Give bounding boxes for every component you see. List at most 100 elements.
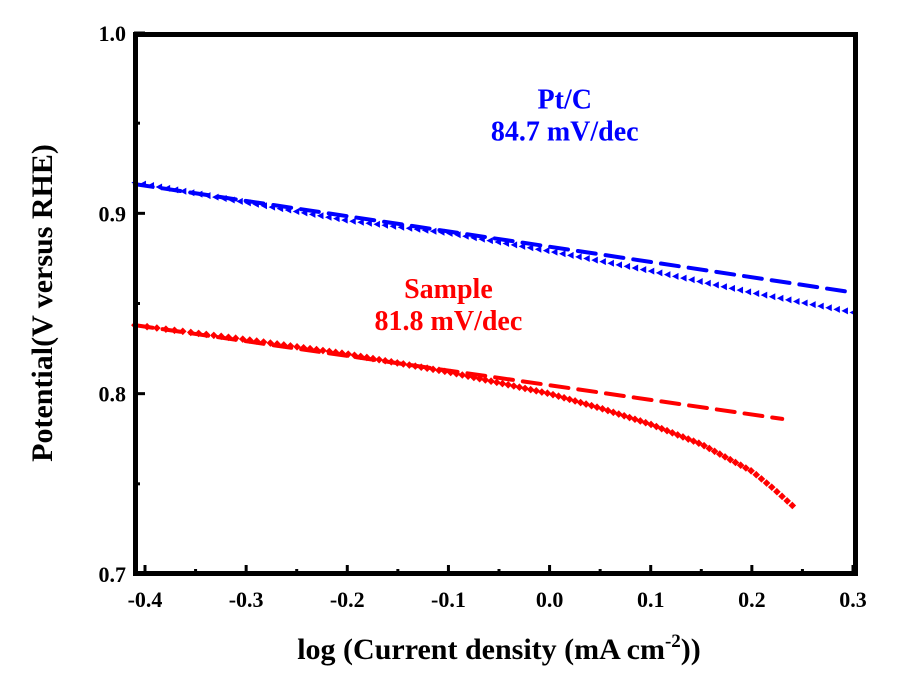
tick-labels: -0.4 -0.3 -0.2 -0.1 0.0 0.1 0.2 0.3 0.7 0.8 0.9 1.0 [99, 21, 867, 612]
data-point [647, 420, 655, 429]
data-point [744, 288, 752, 296]
data-point [696, 278, 703, 286]
data-point [720, 283, 727, 291]
sample-label-line: Sample [404, 274, 493, 305]
data-point [760, 291, 768, 299]
data-point [375, 355, 383, 364]
x-tick-label: -0.3 [229, 587, 264, 612]
data-point [515, 383, 524, 392]
data-point [788, 501, 797, 510]
data-point [153, 324, 161, 332]
data-point [292, 207, 300, 215]
data-point [316, 212, 324, 220]
data-point [344, 350, 353, 358]
data-point [458, 371, 467, 379]
data-point [655, 269, 663, 277]
data-point [492, 378, 501, 387]
data-point [673, 431, 682, 439]
y-tick-label: 0.9 [99, 201, 127, 226]
data-point [534, 245, 542, 253]
data-point [538, 388, 546, 396]
data-point [319, 346, 327, 355]
data-point [712, 281, 719, 289]
series-sample-data [131, 321, 797, 510]
ptc-label-line: Pt/C [538, 85, 592, 116]
data-point [768, 293, 776, 301]
data-point [752, 470, 761, 479]
data-point [704, 279, 711, 287]
data-point [550, 248, 558, 256]
data-point [631, 264, 639, 272]
data-point [238, 335, 247, 343]
data-point [587, 401, 596, 410]
data-point [582, 400, 590, 408]
data-point [688, 276, 695, 284]
data-point [783, 497, 791, 505]
data-point [526, 385, 535, 394]
data-point [773, 487, 781, 496]
data-point [809, 301, 816, 309]
data-point [487, 377, 495, 385]
data-point [736, 461, 745, 470]
data-point [639, 266, 647, 274]
data-point [486, 237, 493, 245]
data-point [510, 241, 518, 249]
x-tick-label: -0.1 [431, 587, 466, 612]
data-point [575, 253, 582, 261]
data-point [776, 294, 784, 302]
data-point [778, 492, 786, 501]
data-point [767, 483, 776, 491]
data-point [209, 331, 218, 340]
y-tick-label: 0.7 [99, 562, 127, 587]
data-point [620, 412, 628, 420]
data-point [341, 216, 348, 224]
data-point [647, 267, 655, 275]
data-point [615, 261, 623, 269]
series-pt-c-data [131, 179, 856, 317]
data-point [747, 466, 755, 475]
data-point [504, 381, 512, 389]
data-point [825, 304, 832, 312]
data-point [373, 220, 380, 228]
data-point [721, 453, 729, 461]
data-point [728, 284, 735, 292]
y-tick-label: 0.8 [99, 382, 127, 407]
data-point [736, 286, 744, 294]
x-tick-label: 0.1 [637, 587, 665, 612]
x-axis-title-suffix: )) [681, 633, 701, 666]
data-point [155, 183, 163, 191]
data-point [532, 387, 541, 395]
x-tick-label: -0.4 [128, 587, 163, 612]
data-point [742, 464, 750, 472]
data-point [349, 217, 356, 225]
data-point [684, 435, 693, 443]
ptc-label: Pt/C84.7 mV/dec [491, 85, 639, 148]
data-point [350, 351, 359, 360]
data-point [576, 398, 585, 407]
x-axis-title-sup: -2 [665, 631, 681, 652]
data-point [509, 382, 518, 390]
data-point [559, 250, 566, 258]
data-point [599, 258, 606, 266]
data-point [333, 215, 340, 223]
data-point [710, 447, 719, 456]
data-point [560, 394, 568, 402]
data-point [663, 271, 671, 279]
data-point [752, 290, 760, 298]
data-point [593, 403, 601, 412]
ptc-label-line: 84.7 mV/dec [491, 117, 639, 148]
data-point [716, 450, 724, 458]
data-point [565, 395, 574, 404]
data-point [178, 327, 187, 336]
fit-line [132, 323, 785, 421]
data-point [689, 437, 698, 445]
data-point [549, 390, 557, 399]
y-axis-title: Potential(V versus RHE) [26, 144, 59, 462]
data-point [293, 343, 301, 351]
x-tick-label: 0.3 [839, 587, 867, 612]
data-point [636, 417, 645, 425]
data-point [671, 272, 679, 280]
